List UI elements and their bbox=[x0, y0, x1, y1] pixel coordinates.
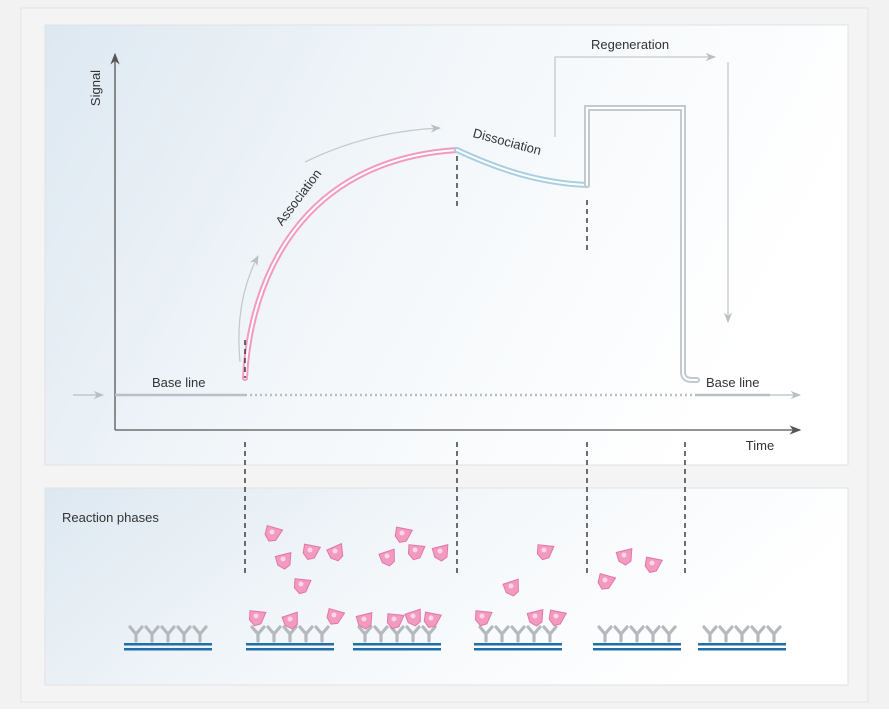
antibody bbox=[597, 625, 613, 643]
antibody bbox=[373, 625, 389, 643]
surface-layer bbox=[124, 648, 212, 651]
antibody bbox=[176, 625, 192, 643]
surface-layer bbox=[593, 648, 681, 651]
analyte-highlight bbox=[649, 560, 655, 566]
analyte-highlight bbox=[298, 581, 304, 587]
surface-group bbox=[593, 625, 681, 651]
phase-markers bbox=[244, 156, 686, 575]
antibody bbox=[750, 625, 766, 643]
analyte bbox=[407, 544, 426, 561]
association-curve-highlight bbox=[244, 149, 458, 379]
surface-layer bbox=[698, 648, 786, 651]
analyte-highlight bbox=[410, 613, 416, 619]
analyte-highlight bbox=[428, 615, 434, 621]
surface-group bbox=[698, 625, 786, 651]
analyte-highlight bbox=[508, 583, 514, 589]
analyte-highlight bbox=[621, 552, 627, 558]
reaction-panel bbox=[44, 487, 849, 686]
surface-layer bbox=[698, 643, 786, 646]
surface-group bbox=[474, 625, 562, 651]
analytes bbox=[248, 524, 664, 630]
antibody bbox=[357, 625, 373, 643]
analyte bbox=[248, 610, 267, 627]
antibody bbox=[421, 625, 437, 643]
baseline-label: Base line bbox=[152, 375, 205, 390]
antibody bbox=[661, 625, 677, 643]
analyte-highlight bbox=[287, 616, 293, 622]
analyte-highlight bbox=[553, 613, 559, 619]
analyte-highlight bbox=[437, 548, 443, 554]
analyte-highlight bbox=[399, 530, 405, 536]
antibody bbox=[645, 625, 661, 643]
dissociation-curve-highlight bbox=[456, 149, 588, 186]
antibody bbox=[510, 625, 526, 643]
regeneration-curve-highlight bbox=[586, 107, 698, 381]
antibody bbox=[494, 625, 510, 643]
analyte bbox=[474, 610, 493, 627]
antibody bbox=[734, 625, 750, 643]
antibody bbox=[282, 625, 298, 643]
surface-layer bbox=[474, 648, 562, 651]
surface-layer bbox=[593, 643, 681, 646]
antibody bbox=[128, 625, 144, 643]
antibody bbox=[766, 625, 782, 643]
antibody bbox=[542, 625, 558, 643]
analyte-highlight bbox=[331, 612, 337, 618]
analyte-highlight bbox=[479, 613, 485, 619]
surface-group bbox=[246, 625, 334, 651]
surface-layer bbox=[474, 643, 562, 646]
analyte-highlight bbox=[391, 616, 397, 622]
surface-layer bbox=[246, 648, 334, 651]
antibody bbox=[192, 625, 208, 643]
antibody bbox=[526, 625, 542, 643]
analyte bbox=[386, 613, 405, 630]
antibody bbox=[702, 625, 718, 643]
antibody bbox=[405, 625, 421, 643]
signal-panel bbox=[44, 24, 849, 466]
antibody bbox=[314, 625, 330, 643]
sensorgram bbox=[242, 105, 700, 383]
antibody bbox=[629, 625, 645, 643]
antibody bbox=[144, 625, 160, 643]
analyte-highlight bbox=[412, 547, 418, 553]
sensor-surface bbox=[124, 625, 786, 651]
analyte-highlight bbox=[280, 556, 286, 562]
surface-layer bbox=[353, 643, 441, 646]
antibody bbox=[478, 625, 494, 643]
antibody bbox=[266, 625, 282, 643]
antibody bbox=[298, 625, 314, 643]
analyte-highlight bbox=[253, 613, 259, 619]
antibody bbox=[613, 625, 629, 643]
antibody bbox=[718, 625, 734, 643]
reaction-panel-title: Reaction phases bbox=[62, 510, 159, 525]
analyte-highlight bbox=[307, 547, 313, 553]
surface-layer bbox=[353, 648, 441, 651]
antibody bbox=[160, 625, 176, 643]
regeneration-label: Regeneration bbox=[591, 37, 669, 52]
surface-layer bbox=[124, 643, 212, 646]
analyte-highlight bbox=[361, 616, 367, 622]
baseline-label: Base line bbox=[706, 375, 759, 390]
analyte-highlight bbox=[332, 548, 338, 554]
analyte-highlight bbox=[384, 553, 390, 559]
y-axis-label: Signal bbox=[88, 70, 103, 106]
x-axis-label: Time bbox=[746, 438, 774, 453]
surface-group bbox=[124, 625, 212, 651]
analyte-highlight bbox=[541, 547, 547, 553]
regeneration-arrow bbox=[554, 52, 717, 137]
analyte-highlight bbox=[269, 529, 275, 535]
analyte bbox=[293, 578, 312, 595]
association-arrow bbox=[304, 124, 442, 163]
analyte bbox=[536, 544, 555, 561]
association-arrow bbox=[238, 255, 259, 363]
surface-layer bbox=[246, 643, 334, 646]
analyte-highlight bbox=[532, 613, 538, 619]
antibody bbox=[250, 625, 266, 643]
analyte-highlight bbox=[602, 577, 608, 583]
